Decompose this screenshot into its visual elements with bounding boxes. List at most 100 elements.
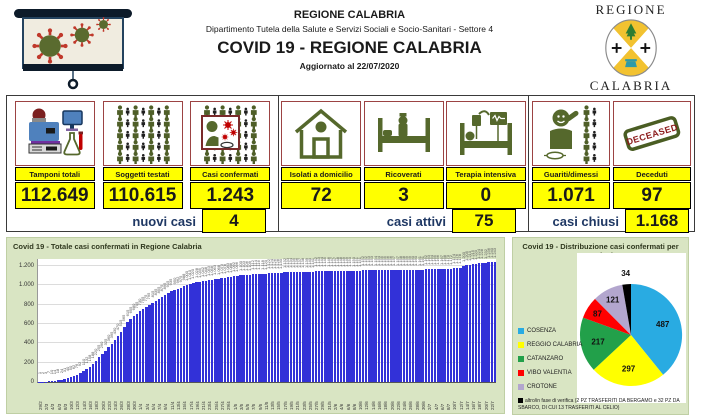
bar-column: 1.159 xyxy=(407,256,412,382)
x-tick: 20/6 xyxy=(390,384,396,410)
bar-column: 895 xyxy=(162,259,167,382)
bar-column: 1.156 xyxy=(388,256,393,382)
bar-column: 705 xyxy=(134,259,139,382)
pie-box: 487 297 217 87 121 34 xyxy=(577,253,686,403)
x-tick-label: 31/5 xyxy=(326,401,332,410)
bar xyxy=(145,306,148,382)
y-axis-label: 1.000 xyxy=(18,282,34,289)
x-tick: 31/5 xyxy=(326,384,333,410)
bar xyxy=(374,270,377,382)
bar-column: 1.166 xyxy=(435,255,440,382)
x-tick: 2/6 xyxy=(333,384,339,410)
bar xyxy=(355,270,358,382)
bar-column: 18 xyxy=(55,259,60,382)
bar-column: 1.116 xyxy=(256,259,261,382)
bar-column: 835 xyxy=(153,259,158,382)
x-tick-label: 12/3 xyxy=(75,401,81,410)
bar xyxy=(314,271,318,382)
bar xyxy=(248,274,252,382)
bar-column: 92 xyxy=(77,259,82,382)
bar-column: 1.058 xyxy=(209,259,214,382)
x-tick: 19/5 xyxy=(289,384,295,410)
bar-column: 775 xyxy=(143,259,148,382)
bar xyxy=(305,271,308,382)
bar-column: 1.163 xyxy=(426,255,431,382)
stat-card-label: Guariti/dimessi xyxy=(532,167,610,181)
bar xyxy=(167,293,170,382)
stat-card-value: 1.243 xyxy=(190,182,271,209)
x-tick-label: 26/6 xyxy=(408,401,414,410)
bar xyxy=(217,278,220,382)
bar-column: 1.232 xyxy=(483,249,488,382)
legend-label: CROTONE xyxy=(527,384,557,390)
bar xyxy=(214,279,217,382)
legend-label: COSENZA xyxy=(527,328,557,334)
bar xyxy=(415,269,418,382)
bar xyxy=(273,272,277,382)
bar-plot: 0 200 400 600 800 1.000 1.200 1 2 3 7 10 14 18 24 31 40 5… xyxy=(19,248,497,385)
x-tick: 29/2 xyxy=(38,384,44,410)
bar-column: 855 xyxy=(156,259,161,382)
bar xyxy=(490,261,493,382)
bar xyxy=(336,270,340,382)
x-tick-label: 23/4 xyxy=(207,401,213,410)
bar-column: 50 xyxy=(68,259,73,382)
bar xyxy=(126,322,129,382)
bar xyxy=(390,270,393,382)
y-axis-label: 400 xyxy=(23,340,34,347)
bar-column: 188 xyxy=(90,259,95,382)
x-tick-label: 23/5 xyxy=(301,401,307,410)
bar xyxy=(69,377,73,382)
bar xyxy=(94,360,98,382)
bar-column: 1.240 xyxy=(489,248,494,382)
bar xyxy=(283,272,286,382)
x-tick: 7/4 xyxy=(157,384,163,410)
x-tick-label: 2/7 xyxy=(427,403,433,410)
x-tick-label: 6/3 xyxy=(56,403,62,410)
x-tick-label: 29/4 xyxy=(226,401,232,410)
header: REGIONE CALABRIA Dipartimento Tutela del… xyxy=(138,9,561,71)
bar xyxy=(443,268,446,382)
bar xyxy=(440,268,443,382)
x-tick-label: 19/4 xyxy=(194,401,200,410)
bar xyxy=(82,371,85,382)
x-tick-label: 13/5 xyxy=(270,401,276,410)
x-tick-label: 25/4 xyxy=(213,401,219,410)
header-updated: Aggiornato al 22/07/2020 xyxy=(299,61,400,71)
x-tick: 4/6 xyxy=(339,384,345,410)
y-axis-label: 600 xyxy=(23,320,34,327)
bar-column: 1.236 xyxy=(486,248,491,382)
gridline xyxy=(38,322,496,324)
bar-column: 1.103 xyxy=(241,259,246,382)
bar xyxy=(380,270,384,382)
bar xyxy=(211,279,214,382)
pie-slice-label: 217 xyxy=(591,338,605,347)
bar xyxy=(352,270,355,382)
x-tick: 8/6 xyxy=(352,384,358,410)
x-tick-label: 17/5 xyxy=(282,401,288,410)
x-tick: 10/6 xyxy=(358,384,364,410)
bar xyxy=(189,284,192,382)
bar xyxy=(267,273,271,382)
stats-group-tested: Tamponi totali 112.649 Soggetti testati … xyxy=(7,96,279,233)
bar-column: 2 xyxy=(40,259,45,382)
bar-column: 1.112 xyxy=(250,259,255,382)
x-tick: 10/7 xyxy=(452,384,458,410)
bar xyxy=(110,343,113,382)
bar-column: 1.153 xyxy=(366,256,371,382)
bar xyxy=(141,308,145,382)
x-tick: 20/7 xyxy=(484,384,490,410)
stats-group-active: Isolati a domicilio 72 xyxy=(279,96,529,233)
bar-column: 950 xyxy=(172,259,177,382)
x-tick: 16/3 xyxy=(88,384,94,410)
x-tick-label: 14/6 xyxy=(370,401,376,410)
bar xyxy=(91,363,95,382)
bar-column: 1.205 xyxy=(464,251,469,382)
stats-group-closed: Guariti/dimessi 1.071 DECEASED Deceduti … xyxy=(529,96,694,233)
bar-column: 255 xyxy=(96,259,101,382)
bar-column: 1.158 xyxy=(401,256,406,382)
stat-card-isolati-a-domicilio: Isolati a domicilio 72 xyxy=(281,101,362,209)
x-tick-label: 10/3 xyxy=(69,401,75,410)
bar-column: 290 xyxy=(99,259,104,382)
stat-card-value: 0 xyxy=(445,182,526,209)
